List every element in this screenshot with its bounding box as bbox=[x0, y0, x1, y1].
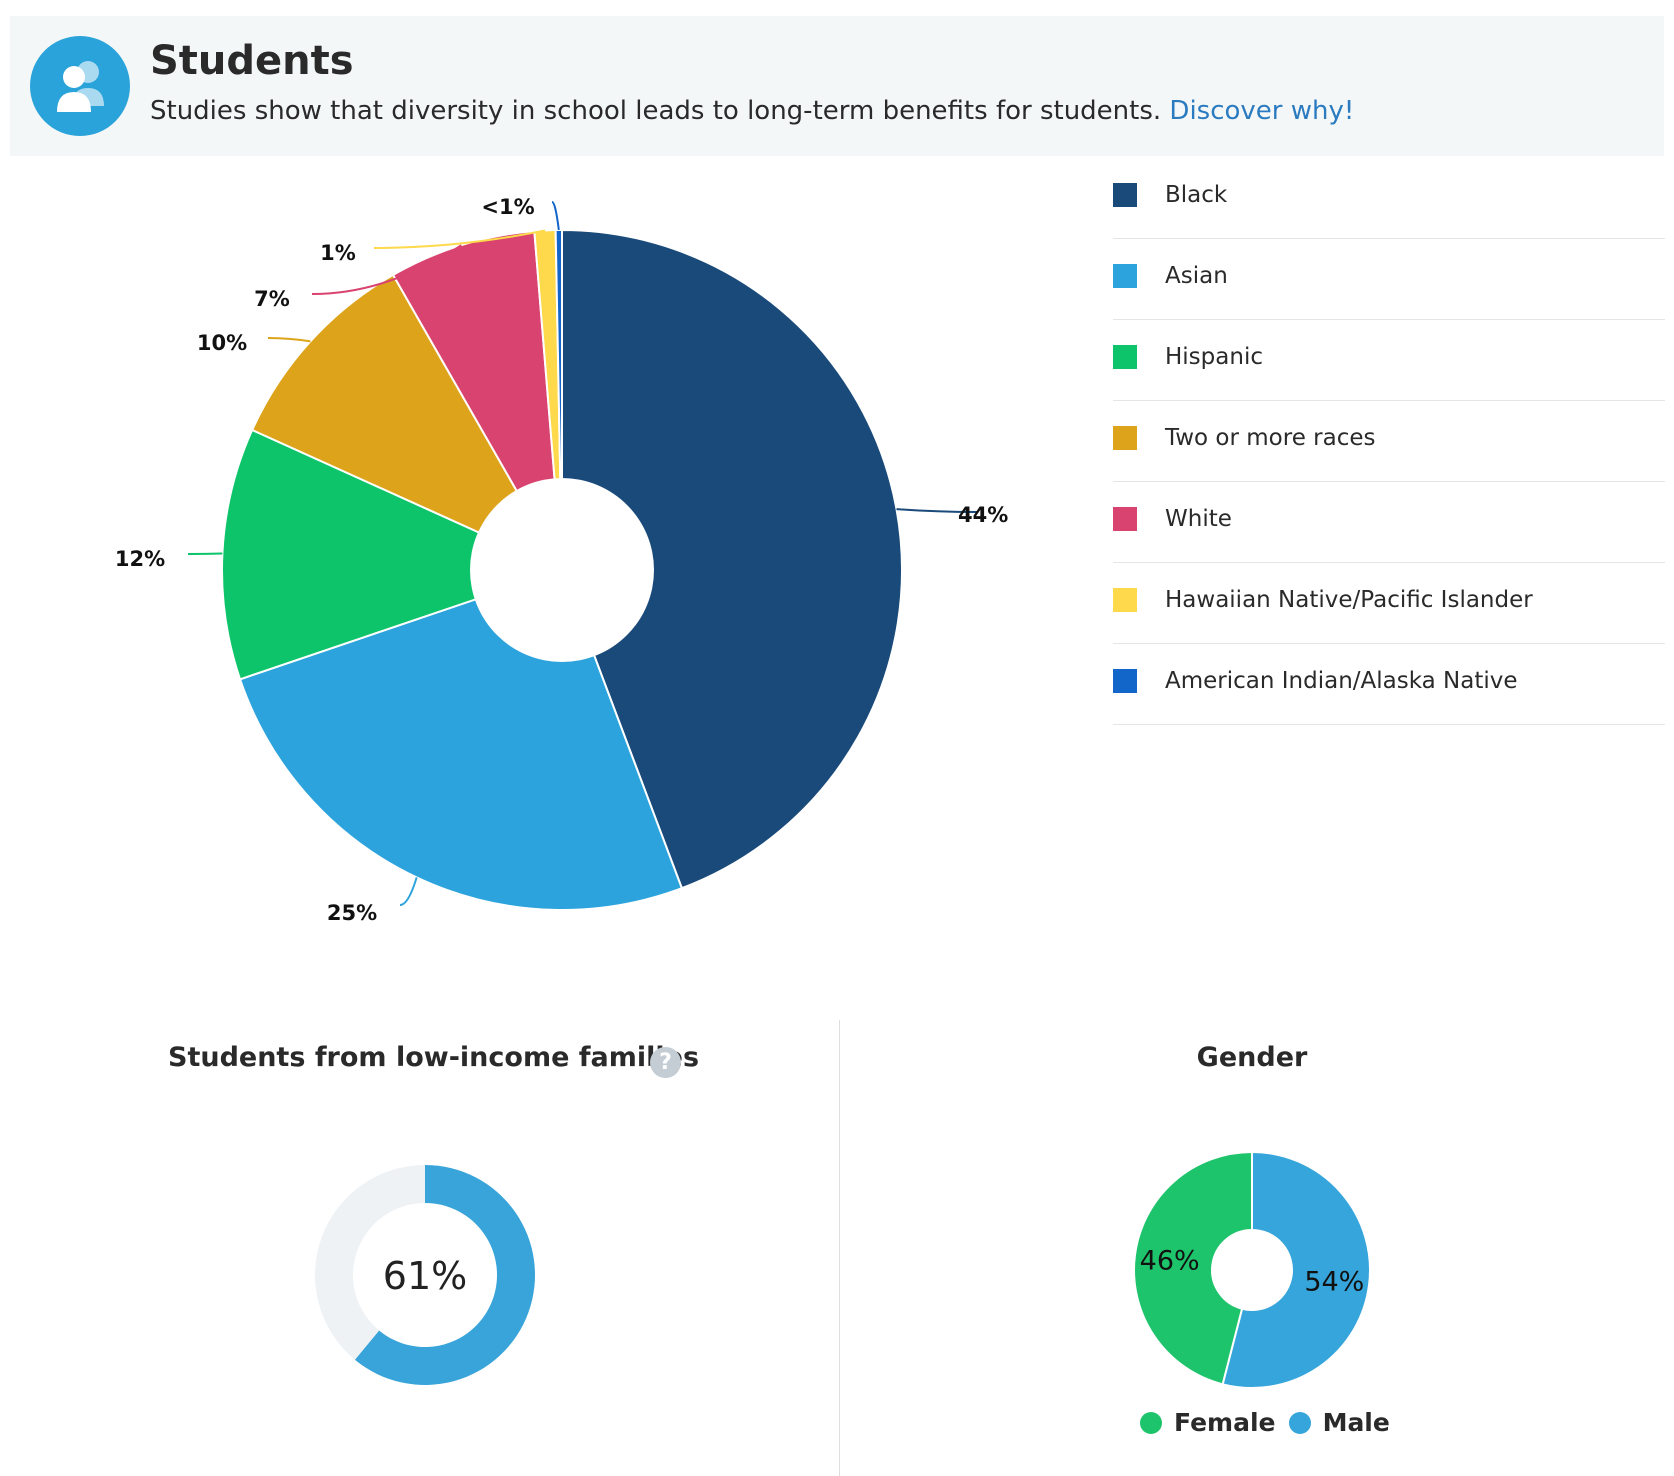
gender-arc-male[interactable] bbox=[1221, 1150, 1371, 1389]
female-dot bbox=[1140, 1411, 1162, 1434]
students-header: Students Studies show that diversity in … bbox=[10, 16, 1664, 156]
pie-leader-line bbox=[187, 552, 223, 555]
pie-data-label: <1% bbox=[481, 195, 534, 219]
legend-swatch bbox=[1113, 669, 1137, 693]
ethnicity-pie-svg: 44% 25% 12% 10% 7% 1% <1% bbox=[115, 195, 1008, 925]
pie-data-label: 7% bbox=[254, 287, 290, 311]
legend-label: Two or more races bbox=[1165, 425, 1376, 451]
legend-label: White bbox=[1165, 506, 1232, 532]
header-subtitle: Studies show that diversity in school le… bbox=[150, 96, 1354, 126]
pie-leader-line bbox=[373, 229, 546, 249]
ethnicity-legend: Black Asian Hispanic Two or more races W… bbox=[1113, 158, 1665, 725]
legend-item-hawaiian[interactable]: Hawaiian Native/Pacific Islander bbox=[1113, 563, 1665, 644]
gender-legend: Female Male bbox=[1140, 1408, 1398, 1442]
pie-slice-hispanic[interactable] bbox=[221, 428, 565, 681]
pie-leader-line bbox=[399, 877, 418, 906]
pie-data-label: 10% bbox=[197, 331, 247, 355]
legend-label: Asian bbox=[1165, 263, 1228, 289]
legend-item-two-or-more[interactable]: Two or more races bbox=[1113, 401, 1665, 482]
legend-label: Hawaiian Native/Pacific Islander bbox=[1165, 587, 1533, 613]
legend-item-hispanic[interactable]: Hispanic bbox=[1113, 320, 1665, 401]
pie-leader-line bbox=[896, 508, 979, 513]
legend-label: American Indian/Alaska Native bbox=[1165, 668, 1518, 694]
legend-swatch bbox=[1113, 426, 1137, 450]
income-arc-other[interactable] bbox=[315, 1165, 425, 1360]
pie-slice-two-or-more-races[interactable] bbox=[250, 273, 565, 573]
income-title: Students from low-income families bbox=[168, 1042, 700, 1073]
male-dot bbox=[1288, 1411, 1311, 1434]
income-center-value: 61% bbox=[383, 1254, 467, 1298]
pie-leader-line bbox=[551, 201, 560, 231]
gender-donut-chart: 54% 46% bbox=[1122, 1140, 1382, 1400]
ethnicity-pie-chart: 44% 25% 12% 10% 7% 1% <1% bbox=[0, 170, 1100, 950]
pie-leader-line bbox=[311, 244, 462, 295]
legend-item-american-indian[interactable]: American Indian/Alaska Native bbox=[1113, 644, 1665, 725]
gender-arc-female[interactable] bbox=[1133, 1150, 1253, 1386]
gender-data-label: 54% bbox=[1304, 1266, 1364, 1297]
pie-data-label: 1% bbox=[320, 241, 356, 265]
legend-swatch bbox=[1113, 345, 1137, 369]
income-donut-chart: 61% bbox=[300, 1150, 550, 1400]
students-icon bbox=[30, 36, 130, 136]
male-legend-label[interactable]: Male bbox=[1322, 1408, 1390, 1437]
income-arc-low-income[interactable] bbox=[354, 1165, 535, 1385]
section-divider bbox=[839, 1020, 840, 1476]
pie-data-label: 12% bbox=[115, 547, 165, 571]
female-legend-label[interactable]: Female bbox=[1174, 1408, 1276, 1437]
legend-item-white[interactable]: White bbox=[1113, 482, 1665, 563]
page-title: Students bbox=[150, 38, 354, 84]
pie-leader-line bbox=[267, 337, 311, 343]
legend-label: Black bbox=[1165, 182, 1228, 208]
income-donut-svg: 61% bbox=[315, 1165, 535, 1385]
legend-swatch bbox=[1113, 264, 1137, 288]
gender-donut-svg: 54% 46% bbox=[1133, 1150, 1371, 1389]
legend-item-black[interactable]: Black bbox=[1113, 158, 1665, 239]
legend-swatch bbox=[1113, 588, 1137, 612]
gender-data-label: 46% bbox=[1140, 1246, 1200, 1277]
legend-swatch bbox=[1113, 507, 1137, 531]
legend-label: Hispanic bbox=[1165, 344, 1263, 370]
help-icon[interactable]: ? bbox=[650, 1047, 681, 1078]
legend-swatch bbox=[1113, 183, 1137, 207]
pie-center-hole bbox=[470, 478, 654, 662]
pie-data-label: 25% bbox=[327, 901, 377, 925]
legend-item-asian[interactable]: Asian bbox=[1113, 239, 1665, 320]
subtitle-text: Studies show that diversity in school le… bbox=[150, 96, 1162, 126]
gender-title: Gender bbox=[1196, 1042, 1308, 1073]
pie-data-label: 44% bbox=[958, 503, 1008, 527]
discover-why-link[interactable]: Discover why! bbox=[1169, 96, 1355, 126]
